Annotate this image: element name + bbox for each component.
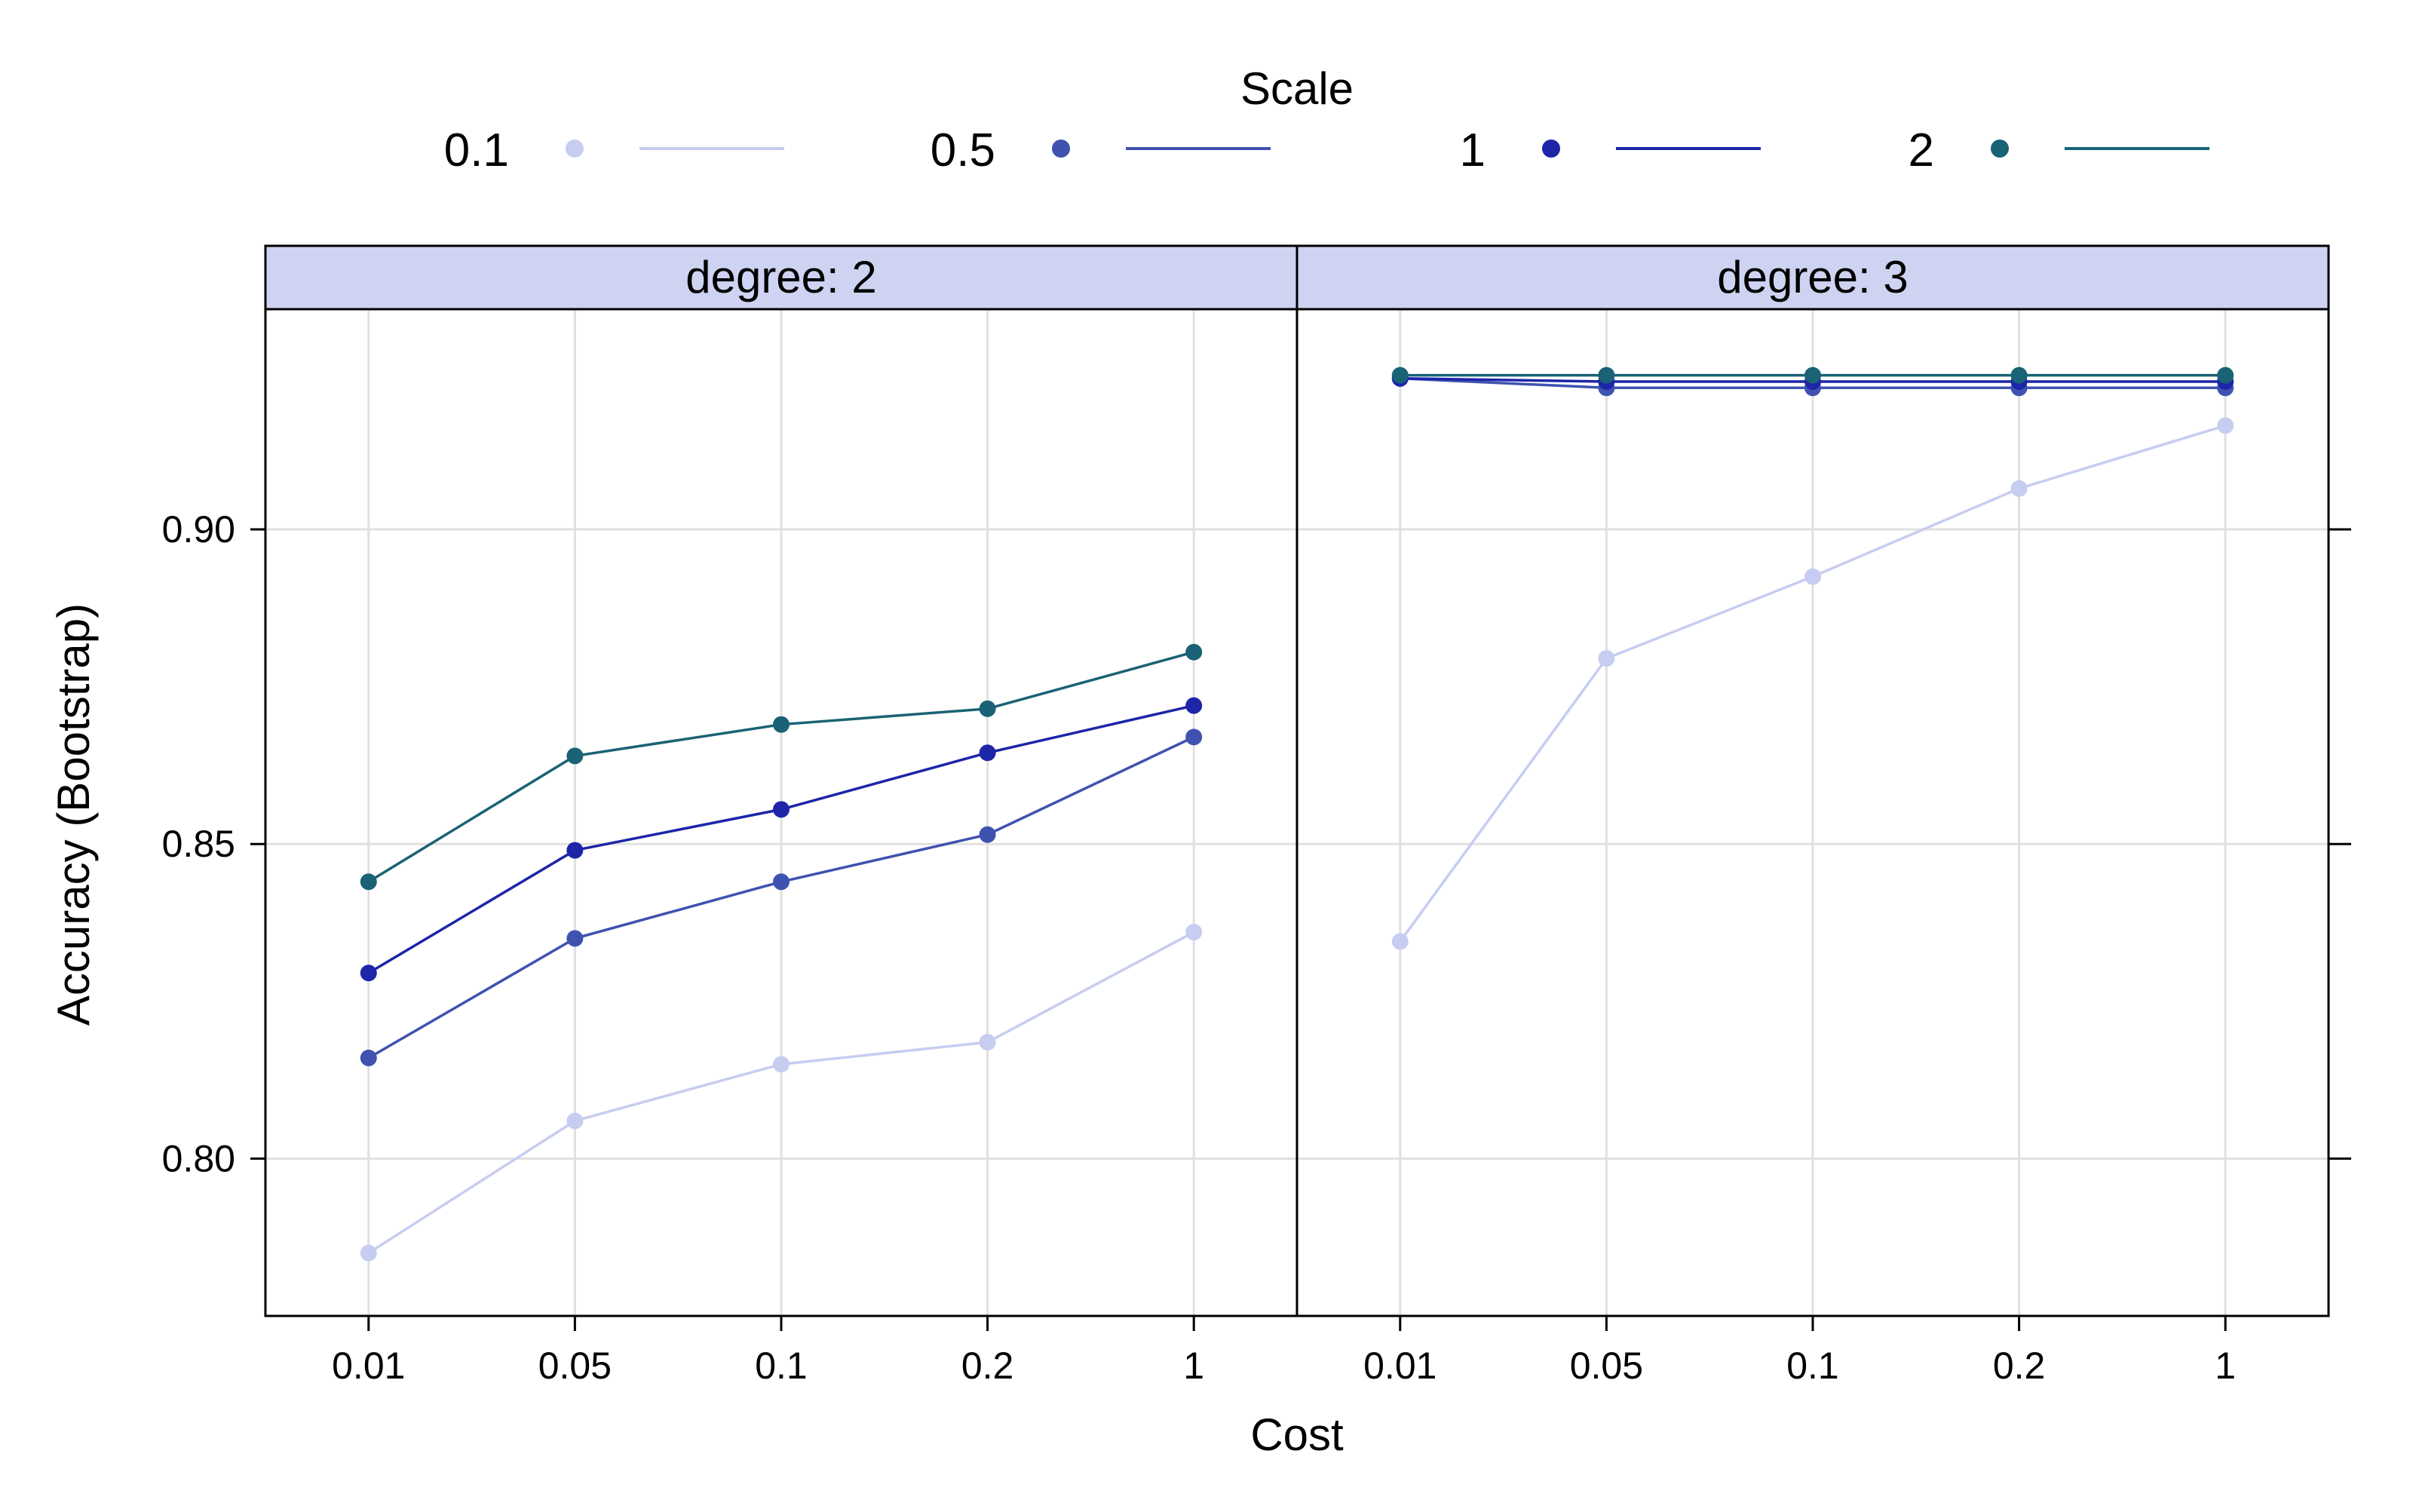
data-point: [360, 1244, 377, 1262]
data-point: [773, 1056, 790, 1073]
panel-grid: [265, 309, 1297, 1316]
x-tick-label: 0.05: [538, 1345, 612, 1387]
data-point: [360, 1049, 377, 1066]
data-point: [2217, 417, 2234, 434]
x-tick-label: 1: [2215, 1345, 2236, 1387]
data-point: [2217, 366, 2234, 384]
data-point: [566, 1112, 584, 1130]
data-point: [2010, 480, 2028, 497]
x-tick-label: 0.1: [755, 1345, 808, 1387]
legend-entry-0-1: 0.1: [444, 124, 784, 176]
legend-marker: [1542, 140, 1560, 158]
data-point: [1185, 643, 1203, 661]
panel-2: degree: 3 0.01 0.05 0.1 0.2 1: [1295, 244, 2330, 1387]
panels: degree: 2 0.01 0.05 0.1 0.2 1 degree: 3 0.01 0.0…: [162, 244, 2351, 1387]
legend-label: 0.5: [931, 124, 995, 176]
x-tick-label: 0.2: [961, 1345, 1014, 1387]
panel-strip: [264, 244, 1298, 311]
legend-label: 1: [1460, 124, 1486, 176]
legend-entry-0-5: 0.5: [931, 124, 1271, 176]
panel-grid: [1297, 309, 2329, 1316]
y-axis: 0.80 0.85 0.90: [162, 508, 2351, 1179]
x-tick-label: 1: [1183, 1345, 1204, 1387]
legend-entry-2: 2: [1909, 124, 2209, 176]
data-point: [979, 826, 996, 843]
x-axis-label: Cost: [1250, 1409, 1344, 1460]
data-point: [979, 744, 996, 762]
x-tick-label: 0.01: [1363, 1345, 1436, 1387]
legend-title: Scale: [1240, 63, 1354, 114]
data-point: [566, 842, 584, 859]
data-point: [1391, 366, 1409, 384]
y-tick-label: 0.90: [162, 508, 235, 551]
data-point: [1185, 697, 1203, 714]
x-tick-label: 0.1: [1786, 1345, 1839, 1387]
series-scale-0-1: [360, 924, 1203, 1262]
data-point: [566, 747, 584, 765]
series-scale-0-5: [360, 728, 1203, 1066]
y-tick-label: 0.80: [162, 1137, 235, 1179]
data-point: [1804, 568, 1821, 585]
x-tick-label: 0.01: [332, 1345, 405, 1387]
data-point: [773, 873, 790, 891]
panel-strip-label: degree: 3: [1717, 252, 1909, 302]
legend: Scale 0.1 0.5 1 2: [444, 63, 2209, 176]
data-point: [979, 700, 996, 717]
y-axis-label: Accuracy (Bootstrap): [48, 603, 99, 1026]
data-point: [979, 1034, 996, 1051]
data-point: [360, 873, 377, 891]
data-point: [566, 930, 584, 947]
panel-strip-label: degree: 2: [685, 252, 877, 302]
x-tick-label: 0.05: [1570, 1345, 1643, 1387]
legend-marker: [1052, 140, 1070, 158]
y-tick-label: 0.85: [162, 823, 235, 865]
data-point: [1185, 924, 1203, 941]
legend-label: 2: [1909, 124, 1934, 176]
series-scale-0-1: [1391, 417, 2234, 950]
data-point: [1391, 933, 1409, 950]
series-scale-2: [360, 643, 1203, 891]
legend-entry-1: 1: [1460, 124, 1761, 176]
data-point: [1598, 650, 1615, 667]
data-point: [1185, 728, 1203, 746]
panel-1: degree: 2 0.01 0.05 0.1 0.2 1: [264, 244, 1298, 1387]
legend-marker: [566, 140, 584, 158]
data-point: [1598, 366, 1615, 384]
series-scale-1: [360, 697, 1203, 982]
series-scale-2: [1391, 366, 2234, 384]
data-point: [773, 801, 790, 818]
x-tick-label: 0.2: [1993, 1345, 2046, 1387]
legend-label: 0.1: [444, 124, 509, 176]
data-point: [1804, 366, 1821, 384]
legend-marker: [1991, 140, 2009, 158]
data-point: [2010, 366, 2028, 384]
data-point: [773, 716, 790, 733]
data-point: [360, 965, 377, 982]
